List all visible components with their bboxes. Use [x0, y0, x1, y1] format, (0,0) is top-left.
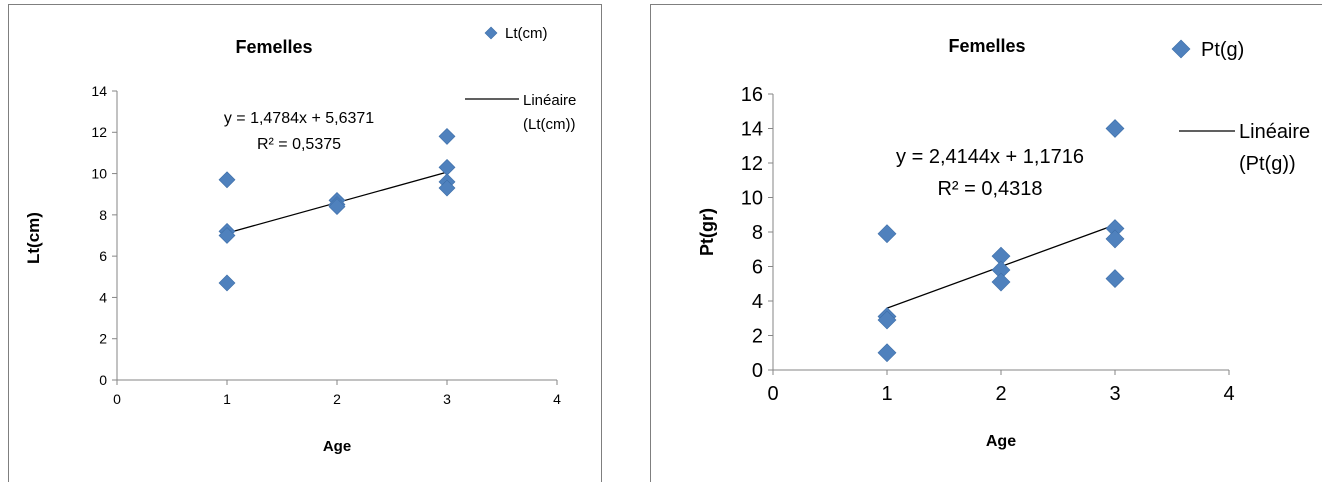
data-point: [328, 198, 346, 216]
y-tick-label: 4: [752, 291, 763, 313]
x-tick-label: 2: [995, 383, 1006, 405]
data-point: [877, 310, 897, 330]
data-point: [1105, 229, 1125, 249]
data-point: [877, 343, 897, 363]
trendline-r2: R² = 0,5375: [257, 136, 341, 153]
data-point: [218, 171, 236, 189]
chart-panel-pt: Femelles 0 2 4 6 8 10 12 14 16 0 1 2 3 4 Age Pt(gr) y = 2…: [650, 4, 1322, 482]
trendline-r2: R² = 0,4318: [937, 178, 1042, 200]
x-tick-label: 2: [333, 391, 341, 407]
chart-title: Femelles: [235, 37, 312, 57]
y-tick-label: 12: [741, 153, 763, 175]
x-tick-label: 3: [443, 391, 451, 407]
data-point: [877, 224, 897, 244]
y-tick-label: 12: [91, 124, 107, 140]
data-point: [218, 274, 236, 292]
legend-trendline-label-line2: (Lt(cm)): [523, 116, 576, 133]
y-tick-label: 2: [752, 326, 763, 348]
x-tick-label: 1: [223, 391, 231, 407]
legend-series-label: Lt(cm): [505, 25, 548, 42]
data-point: [218, 227, 236, 244]
trendline-equation: y = 1,4784x + 5,6371: [224, 110, 374, 127]
data-point: [1105, 269, 1125, 288]
x-tick-label: 4: [553, 391, 561, 407]
y-tick-label: 0: [752, 360, 763, 382]
x-tick-label: 0: [113, 391, 121, 407]
data-point: [438, 127, 456, 145]
x-tick-label: 1: [881, 383, 892, 405]
y-tick-label: 8: [752, 222, 763, 244]
y-tick-label: 6: [99, 248, 107, 264]
y-tick-label: 10: [91, 165, 107, 181]
x-tick-label: 0: [767, 383, 778, 405]
y-tick-label: 8: [99, 207, 107, 223]
y-tick-label: 2: [99, 331, 107, 347]
y-axis-label: Lt(cm): [24, 212, 43, 264]
y-tick-label: 6: [752, 257, 763, 279]
x-tick-label: 3: [1109, 383, 1120, 405]
y-tick-label: 14: [741, 119, 763, 141]
data-point: [438, 179, 456, 197]
legend-trendline-label-line1: Linéaire: [1239, 121, 1310, 143]
data-point: [991, 272, 1011, 292]
y-tick-label: 0: [99, 372, 107, 388]
chart-title: Femelles: [948, 36, 1025, 56]
y-tick-label: 10: [741, 188, 763, 210]
y-tick-label: 4: [99, 289, 107, 305]
legend-marker-icon: [1171, 39, 1191, 59]
x-tick-label: 4: [1223, 383, 1234, 405]
x-axis-label: Age: [986, 433, 1016, 450]
data-point: [1105, 119, 1125, 138]
legend-marker-icon: [484, 26, 498, 40]
y-tick-label: 16: [741, 84, 763, 106]
x-axis-label: Age: [323, 438, 351, 455]
chart-panel-lt: Femelles 0 2 4 6 8 10 12 14 0 1 2 3 4 Age Lt(cm) y = 1,4…: [8, 4, 602, 482]
y-axis-label: Pt(gr): [697, 208, 717, 256]
legend-trendline-label-line2: (Pt(g)): [1239, 153, 1296, 175]
trendline-equation: y = 2,4144x + 1,1716: [896, 146, 1084, 168]
legend-series-label: Pt(g): [1201, 39, 1244, 61]
y-tick-label: 14: [91, 83, 107, 99]
legend-trendline-label-line1: Linéaire: [523, 92, 576, 109]
